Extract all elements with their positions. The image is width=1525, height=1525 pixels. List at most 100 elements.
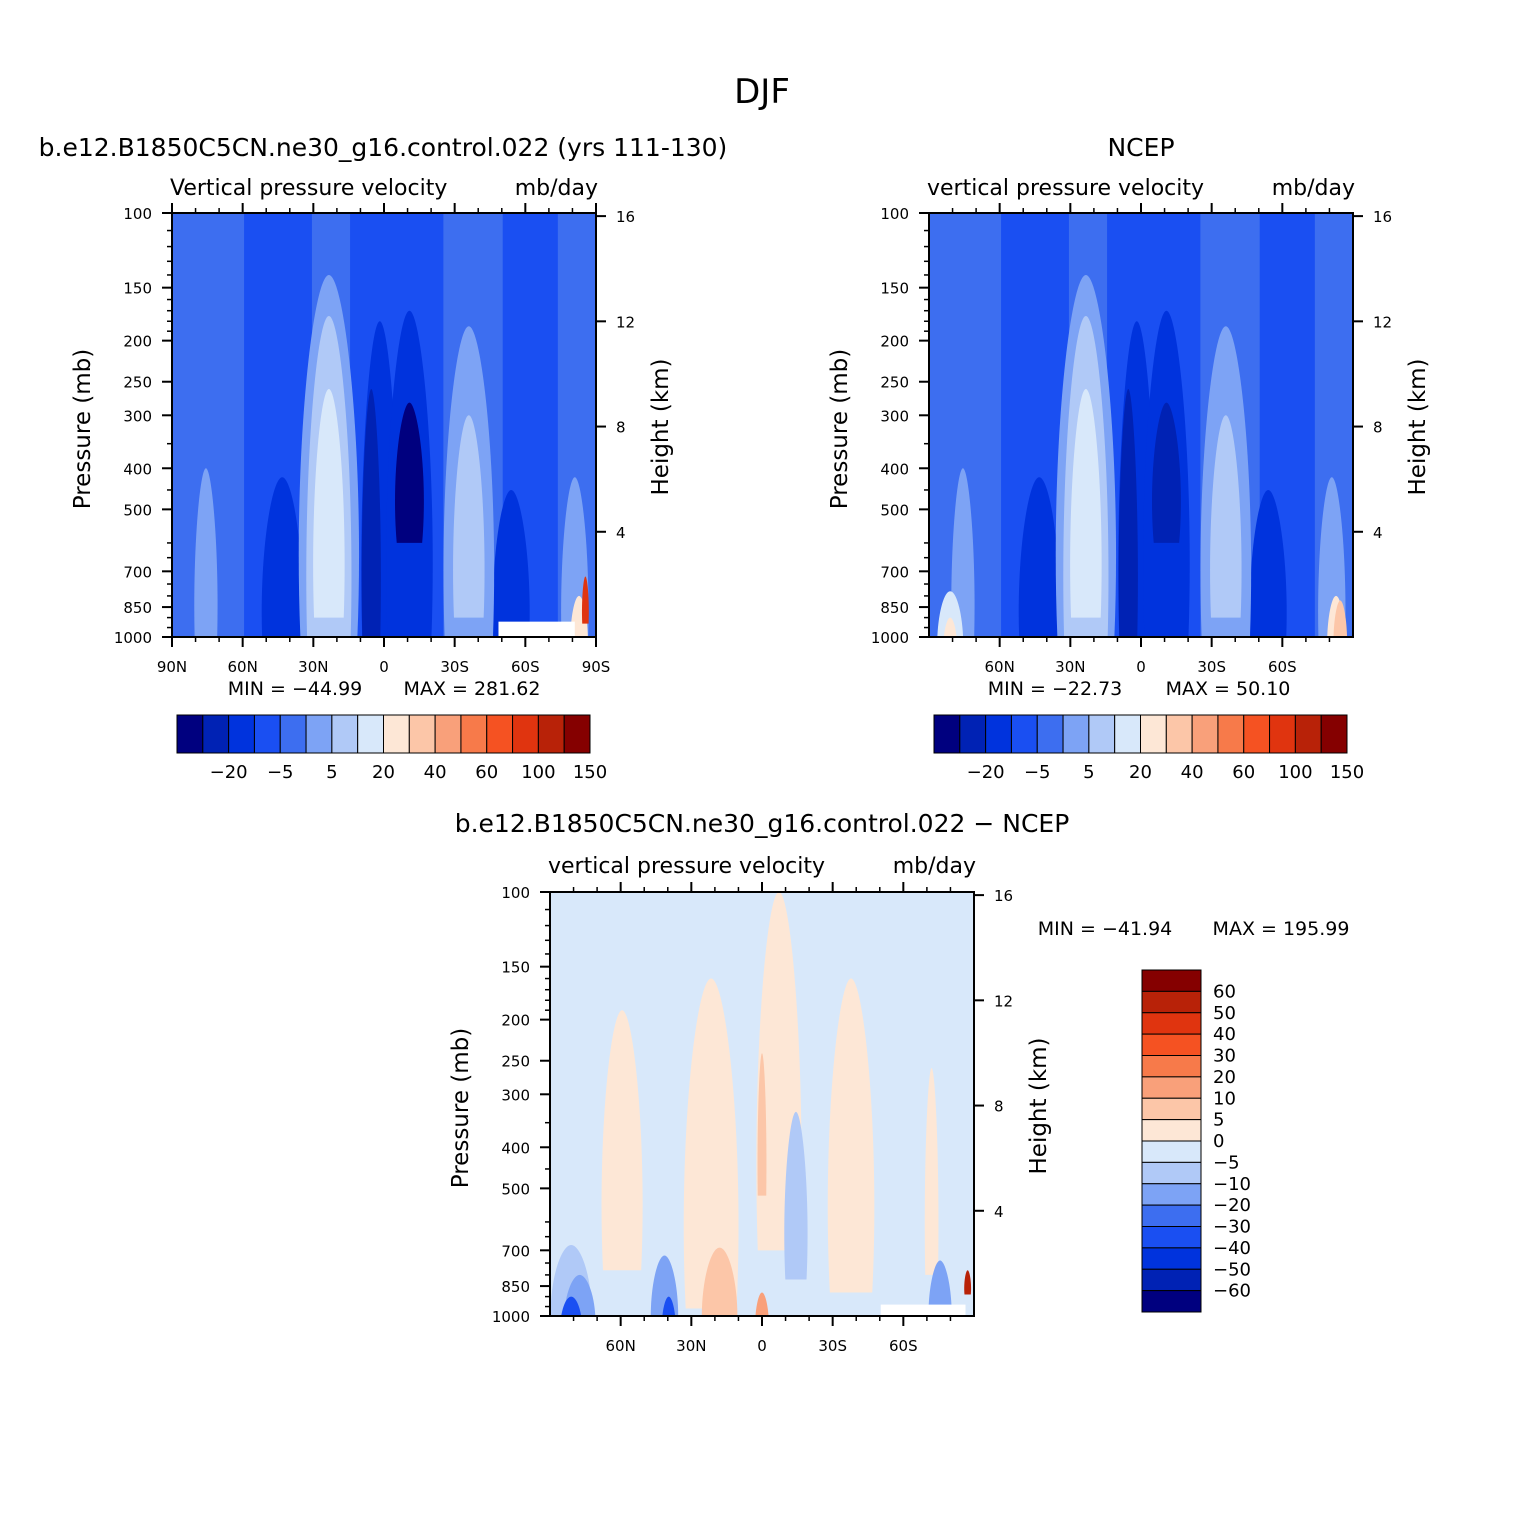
colorbar-label: 150: [573, 762, 607, 783]
y-tick-label: 250: [880, 374, 909, 392]
colorbar-box: [228, 714, 255, 754]
panel-ncep: NCEP vertical pressure velocity mb/day 100 1…: [827, 133, 1431, 783]
colorbar-box: [1141, 1119, 1202, 1142]
field-region: [924, 1067, 939, 1275]
colorbar-box: [253, 714, 281, 754]
variable-label: Vertical pressure velocity: [170, 176, 447, 201]
y-tick-label: 700: [123, 563, 152, 581]
field-region: [561, 477, 589, 637]
colorbar-label: −5: [267, 762, 294, 783]
colorbar-label: 5: [1213, 1110, 1224, 1131]
panel-title: b.e12.B1850C5CN.ne30_g16.control.022 − N…: [455, 809, 1070, 838]
field-region: [701, 1247, 738, 1316]
contour-field: [550, 892, 974, 1316]
colorbar-box: [305, 714, 333, 754]
colorbar-box: [1243, 714, 1271, 754]
field-region: [1070, 388, 1102, 618]
colorbar-box: [1036, 714, 1064, 754]
colorbar-label: −40: [1213, 1238, 1251, 1259]
field-region: [361, 388, 381, 637]
colorbar-box: [563, 714, 591, 754]
colorbar-box: [1141, 1226, 1202, 1249]
y-tick-label: 300: [123, 407, 152, 425]
max-value: MAX = 281.62: [404, 678, 541, 700]
colorbar-label: −30: [1213, 1217, 1251, 1238]
x-tick-label: 30S: [1197, 658, 1226, 676]
colorbar-label: 5: [326, 762, 337, 783]
x-tick-label: 0: [757, 1337, 767, 1355]
colorbar-label: 30: [1213, 1046, 1236, 1067]
x-tick-label: 60S: [1268, 658, 1297, 676]
height-tick-label: 12: [616, 313, 635, 331]
y-tick-label: 300: [880, 407, 909, 425]
min-value: MIN = −41.94: [1038, 918, 1173, 940]
colorbar-box: [408, 714, 436, 754]
colorbar-label: 10: [1213, 1088, 1236, 1109]
right-axis-label: Height (km): [1026, 1037, 1052, 1174]
field-region: [395, 402, 424, 543]
field-region: [1249, 489, 1287, 637]
colorbar-label: −20: [967, 762, 1005, 783]
y-tick-label: 850: [123, 599, 152, 617]
figure-title: DJF: [734, 72, 790, 112]
x-tick-label: 90S: [582, 658, 611, 676]
colorbar-box: [1141, 990, 1202, 1014]
colorbar-box: [985, 714, 1012, 754]
field-region: [1152, 402, 1181, 543]
y-axis-label: Pressure (mb): [448, 1028, 474, 1188]
colorbar-label: 150: [1330, 762, 1364, 783]
field-region: [261, 477, 303, 637]
y-tick-label: 400: [123, 460, 152, 478]
colorbar-box: [1141, 1161, 1202, 1185]
height-tick-label: 8: [1373, 419, 1383, 437]
height-tick-label: 16: [1373, 208, 1392, 226]
right-axis-label: Height (km): [1405, 358, 1431, 495]
colorbar-box: [1320, 714, 1348, 754]
colorbar-box: [1141, 1012, 1202, 1035]
field-region: [601, 1010, 643, 1271]
height-tick-label: 16: [994, 887, 1013, 905]
colorbar-box: [176, 714, 204, 754]
x-tick-label: 60N: [606, 1337, 636, 1355]
y-tick-label: 700: [880, 563, 909, 581]
colorbar-box: [1141, 1076, 1202, 1099]
colorbar-label: 20: [372, 762, 395, 783]
colorbar-label: 40: [1181, 762, 1204, 783]
colorbar-label: 60: [1232, 762, 1255, 783]
field-region: [755, 1292, 769, 1316]
contour-field: [929, 213, 1353, 637]
colorbar-label: −20: [210, 762, 248, 783]
colorbar-box: [1141, 1140, 1202, 1163]
field-region: [964, 1270, 972, 1295]
y-tick-label: 200: [501, 1012, 530, 1030]
height-tick-label: 12: [994, 992, 1013, 1010]
y-tick-label: 400: [880, 460, 909, 478]
height-tick-label: 4: [994, 1203, 1004, 1221]
colorbar-box: [279, 714, 307, 754]
field-region: [1318, 477, 1346, 637]
colorbar-box: [1088, 714, 1116, 754]
variable-label: vertical pressure velocity: [927, 176, 1204, 201]
colorbar-label: −50: [1213, 1259, 1251, 1280]
colorbar-label: 60: [1213, 981, 1236, 1002]
min-value: MIN = −22.73: [988, 678, 1123, 700]
y-tick-label: 100: [501, 884, 530, 902]
height-tick-label: 4: [616, 524, 626, 542]
panel-title: b.e12.B1850C5CN.ne30_g16.control.022 (yr…: [39, 133, 728, 162]
y-tick-label: 100: [123, 205, 152, 223]
x-tick-label: 30N: [298, 658, 328, 676]
colorbar-box: [537, 714, 565, 754]
colorbar-label: 0: [1213, 1131, 1224, 1152]
missing-data-region: [880, 1304, 966, 1316]
panel-model: b.e12.B1850C5CN.ne30_g16.control.022 (yr…: [39, 133, 728, 783]
y-tick-label: 500: [880, 501, 909, 519]
x-tick-label: 30N: [676, 1337, 706, 1355]
field-region: [928, 1260, 952, 1316]
field-region: [784, 1111, 808, 1280]
colorbar-label: 20: [1129, 762, 1152, 783]
colorbar-box: [1141, 1033, 1202, 1056]
y-tick-label: 300: [501, 1086, 530, 1104]
y-axis-label: Pressure (mb): [827, 349, 853, 509]
colorbar: −20 −5 5 20 40 60 100 150: [176, 714, 607, 783]
y-tick-label: 400: [501, 1139, 530, 1157]
